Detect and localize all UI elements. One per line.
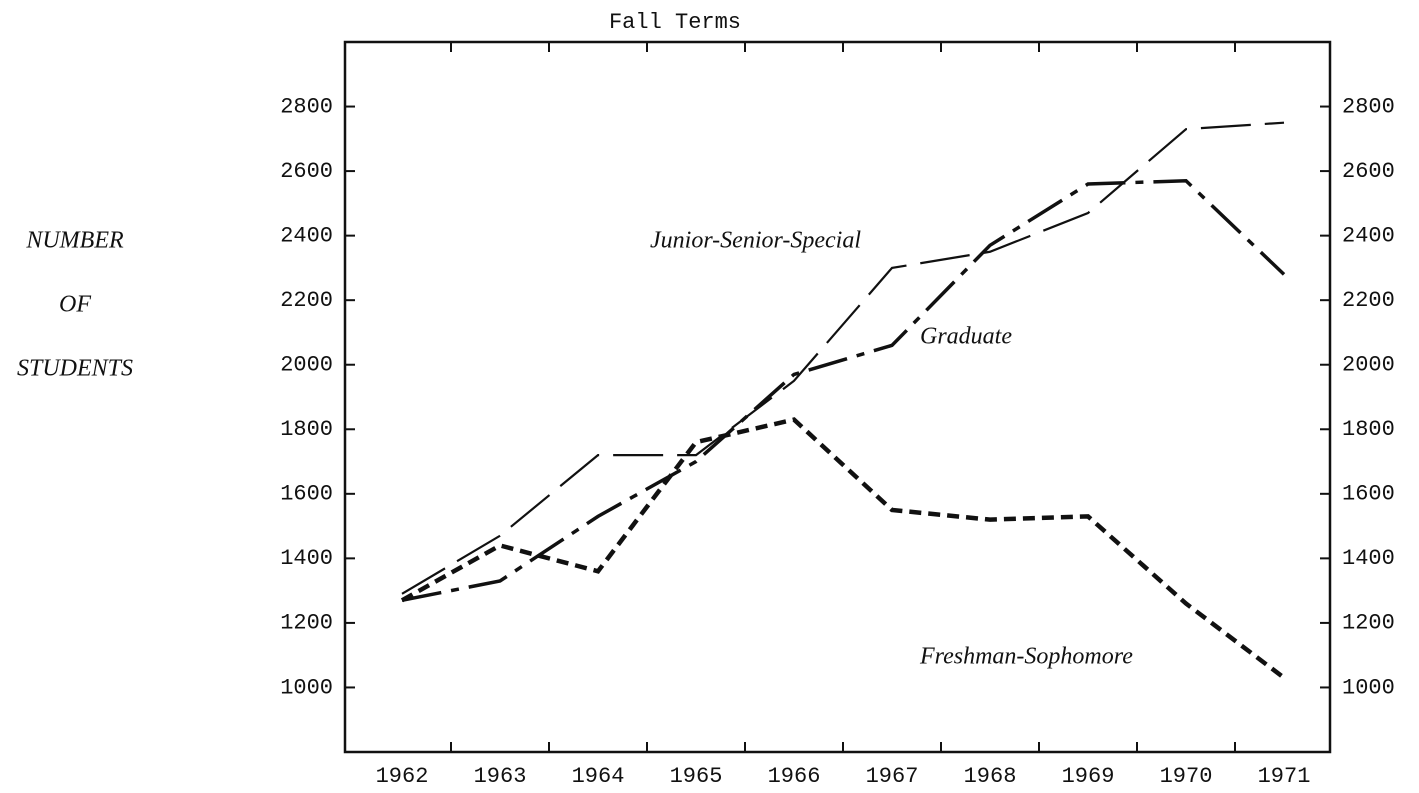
series-label: Freshman-Sophomore	[919, 644, 1133, 670]
x-tick-label: 1965	[670, 764, 723, 789]
series-line	[400, 417, 1286, 680]
x-tick-label: 1968	[964, 764, 1017, 789]
x-tick-label: 1970	[1160, 764, 1213, 789]
y-tick-label-right: 2600	[1342, 159, 1395, 184]
x-tick-label: 1963	[474, 764, 527, 789]
y-tick-label-right: 2400	[1342, 223, 1395, 248]
y-tick-label-right: 2800	[1342, 94, 1395, 119]
x-tick-label: 1971	[1258, 764, 1311, 789]
plot-frame	[343, 40, 1332, 754]
y-tick-label-right: 1000	[1342, 675, 1395, 700]
y-tick-label: 2400	[280, 223, 333, 248]
y-axis-label: OF	[59, 292, 91, 318]
chart-title: Fall Terms	[609, 10, 741, 35]
y-tick-label: 2000	[280, 353, 333, 378]
y-tick-label-right: 2200	[1342, 288, 1395, 313]
series-line	[401, 121, 1285, 595]
series-line	[401, 178, 1286, 603]
y-tick-label: 1200	[280, 611, 333, 636]
y-tick-label: 1000	[280, 675, 333, 700]
x-tick-label: 1969	[1062, 764, 1115, 789]
y-tick-label: 1400	[280, 546, 333, 571]
y-tick-label: 2200	[280, 288, 333, 313]
x-tick-label: 1962	[376, 764, 429, 789]
y-axis-label: STUDENTS	[17, 356, 133, 382]
y-axis-label: NUMBER	[25, 228, 124, 254]
y-tick-label: 2800	[280, 94, 333, 119]
y-tick-label-right: 2000	[1342, 353, 1395, 378]
series-label: Graduate	[920, 324, 1012, 350]
y-tick-label-right: 1400	[1342, 546, 1395, 571]
y-tick-label: 1600	[280, 482, 333, 507]
y-tick-label: 1800	[280, 417, 333, 442]
x-tick-label: 1967	[866, 764, 919, 789]
y-tick-label-right: 1800	[1342, 417, 1395, 442]
x-tick-label: 1964	[572, 764, 625, 789]
x-tick-label: 1966	[768, 764, 821, 789]
y-tick-label: 2600	[280, 159, 333, 184]
series-label: Junior-Senior-Special	[650, 228, 861, 254]
y-tick-label-right: 1200	[1342, 611, 1395, 636]
y-tick-label-right: 1600	[1342, 482, 1395, 507]
